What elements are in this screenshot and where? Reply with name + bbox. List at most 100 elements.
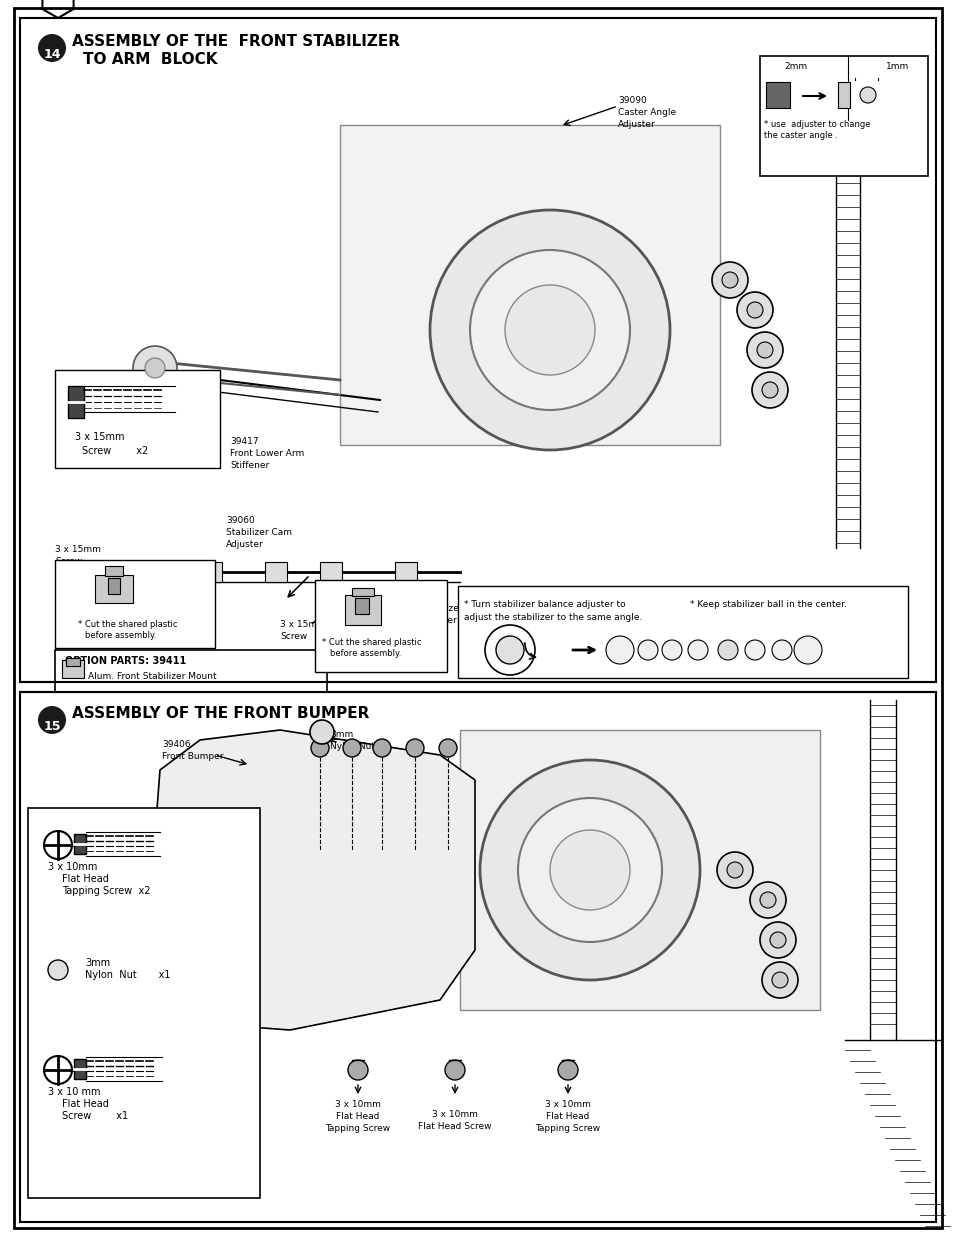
Bar [55,559,214,648]
Text: Flat Head: Flat Head [336,1112,379,1121]
Text: 3 x 10mm: 3 x 10mm [544,1100,590,1109]
Circle shape [444,1060,464,1079]
Bar [760,56,927,177]
Text: 39417: 39417 [230,437,258,446]
Circle shape [744,640,764,659]
Circle shape [737,291,772,329]
Text: 39060: 39060 [419,592,448,601]
Text: 3 x 10mm: 3 x 10mm [335,1100,380,1109]
Bar [459,730,820,1010]
Circle shape [757,342,772,358]
Text: 39406: 39406 [162,740,191,748]
Text: Front Bumper: Front Bumper [162,752,223,761]
Bar [74,834,86,853]
Bar [319,562,341,582]
Circle shape [430,210,669,450]
Circle shape [687,640,707,659]
Circle shape [746,332,782,368]
Circle shape [484,625,535,676]
Circle shape [343,739,360,757]
Text: 3 x 10mm: 3 x 10mm [432,1110,477,1119]
Text: 2mm: 2mm [783,62,807,70]
Text: ASSEMBLY OF THE  FRONT STABILIZER: ASSEMBLY OF THE FRONT STABILIZER [71,35,399,49]
Circle shape [311,739,329,757]
Text: adjust the stabilizer to the same angle.: adjust the stabilizer to the same angle. [463,613,641,622]
Circle shape [769,932,785,948]
Circle shape [711,262,747,298]
Bar [55,650,327,692]
Circle shape [470,249,629,410]
Bar [55,370,220,468]
Text: ASSEMBLY OF THE FRONT BUMPER: ASSEMBLY OF THE FRONT BUMPER [71,706,369,721]
Circle shape [550,830,629,910]
Circle shape [504,285,595,375]
Text: Front Lower Arm: Front Lower Arm [230,450,304,458]
Circle shape [132,346,177,390]
Text: 3mm: 3mm [85,958,110,968]
Text: Nylon  Nut       x1: Nylon Nut x1 [85,969,171,981]
Circle shape [761,382,778,398]
Text: 3mm: 3mm [330,730,353,739]
Text: 39090: 39090 [618,96,646,105]
Text: before assembly.: before assembly. [85,631,156,640]
Text: Nylon Nut: Nylon Nut [330,742,375,751]
Text: * Cut the shared plastic: * Cut the shared plastic [322,638,421,647]
Text: Flat Head Screw: Flat Head Screw [417,1123,491,1131]
Circle shape [406,739,423,757]
Circle shape [718,640,738,659]
Bar [355,598,369,614]
Text: 3 x 10mm: 3 x 10mm [48,862,97,872]
Circle shape [751,372,787,408]
Text: * Cut the shared plastic: * Cut the shared plastic [78,620,177,629]
Bar [265,562,287,582]
Circle shape [517,798,661,942]
Text: 3 x 15mm: 3 x 15mm [55,545,101,555]
Circle shape [717,852,752,888]
Text: Stiffener: Stiffener [230,461,269,471]
Circle shape [760,892,775,908]
Circle shape [44,1056,71,1084]
Circle shape [479,760,700,981]
Text: Flat Head: Flat Head [546,1112,589,1121]
Circle shape [558,1060,578,1079]
Bar [339,125,720,445]
Bar [20,692,935,1221]
Text: Adjuster: Adjuster [226,540,263,550]
Bar [28,808,260,1198]
Bar [765,82,789,107]
Text: Flat Head: Flat Head [62,874,109,884]
Circle shape [793,636,821,664]
Circle shape [48,960,68,981]
Bar [395,562,416,582]
Bar [314,580,447,672]
Bar [66,658,80,666]
Bar [108,578,120,594]
Circle shape [373,739,391,757]
Text: before assembly.: before assembly. [330,650,401,658]
Text: TO ARM  BLOCK: TO ARM BLOCK [83,52,217,67]
Circle shape [348,1060,368,1079]
Circle shape [44,831,71,860]
Bar [200,562,222,582]
Circle shape [38,35,66,62]
Circle shape [859,86,875,103]
Text: Adjuster: Adjuster [419,616,457,625]
Text: the caster angle .: the caster angle . [763,131,837,140]
Circle shape [661,640,681,659]
Bar [95,576,132,603]
Bar [20,19,935,682]
Circle shape [496,636,523,664]
Text: * Keep stabilizer ball in the center.: * Keep stabilizer ball in the center. [689,600,846,609]
Text: 39060: 39060 [226,516,254,525]
Text: Alum. Front Stabilizer Mount: Alum. Front Stabilizer Mount [88,672,216,680]
Text: Tapping Screw: Tapping Screw [325,1124,390,1132]
Bar [74,1058,86,1079]
Text: * use  adjuster to change: * use adjuster to change [763,120,869,128]
Text: 14: 14 [43,48,61,62]
Circle shape [438,739,456,757]
Circle shape [726,862,742,878]
Circle shape [771,972,787,988]
Circle shape [38,706,66,734]
Bar [837,82,849,107]
Text: Screw: Screw [280,632,307,641]
